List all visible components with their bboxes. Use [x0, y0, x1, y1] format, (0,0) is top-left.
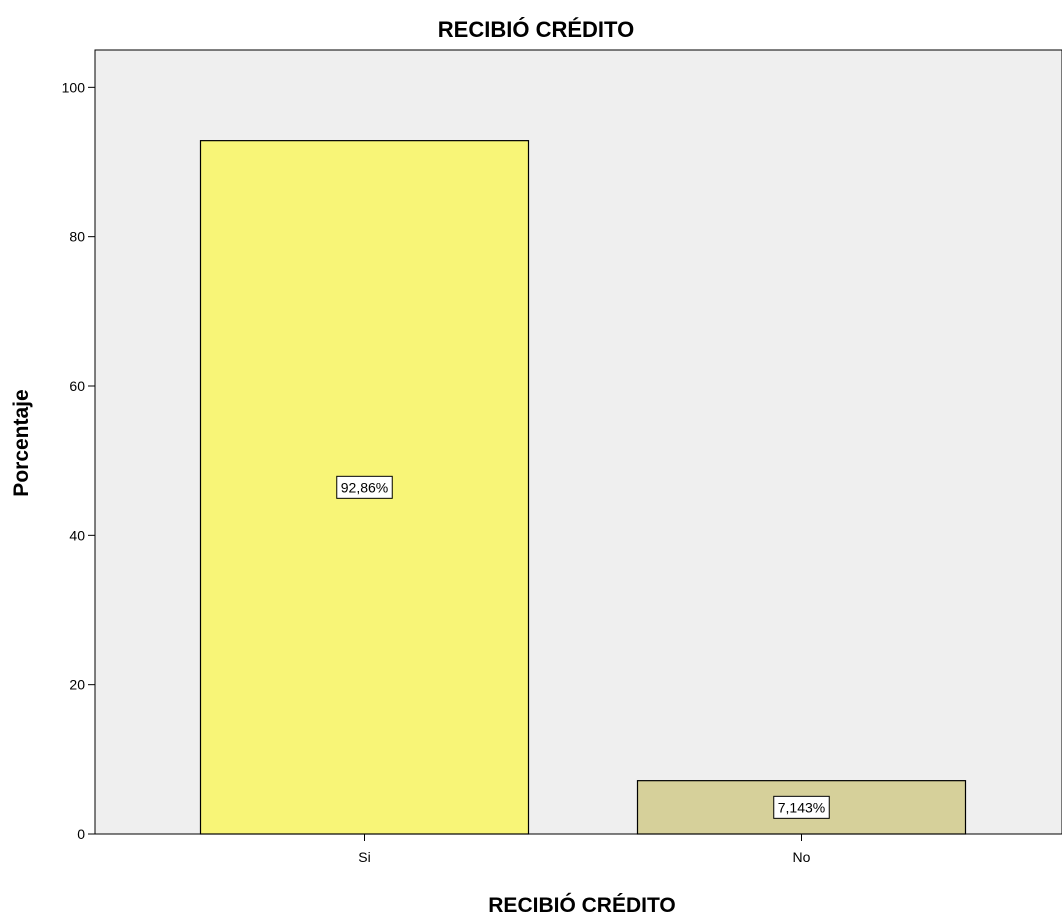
data-label-box: [773, 795, 830, 819]
x-tick-label-no: No: [793, 849, 811, 865]
data-labels-layer: 92,86% 7,143%: [336, 475, 830, 819]
y-axis: 0 20 40 60 80 100: [62, 79, 95, 842]
data-label-text: 7,143%: [778, 799, 825, 815]
y-axis-title: Porcentaje: [10, 389, 33, 496]
data-label-no: 7,143%: [773, 795, 830, 819]
y-tick-label: 100: [62, 79, 86, 95]
x-axis-title: RECIBIÓ CRÉDITO: [488, 893, 675, 917]
y-tick-label: 60: [69, 378, 85, 394]
data-label-si: 92,86%: [336, 475, 393, 499]
y-tick-label: 0: [77, 826, 85, 842]
x-tick-label-si: Si: [358, 849, 370, 865]
y-tick-label: 20: [69, 677, 85, 693]
chart-title: RECIBIÓ CRÉDITO: [438, 17, 634, 42]
x-axis: Si No: [358, 834, 811, 865]
data-label-box: [336, 475, 393, 499]
data-label-text: 92,86%: [341, 479, 388, 495]
y-tick-label: 40: [69, 527, 85, 543]
y-tick-label: 80: [69, 229, 85, 245]
